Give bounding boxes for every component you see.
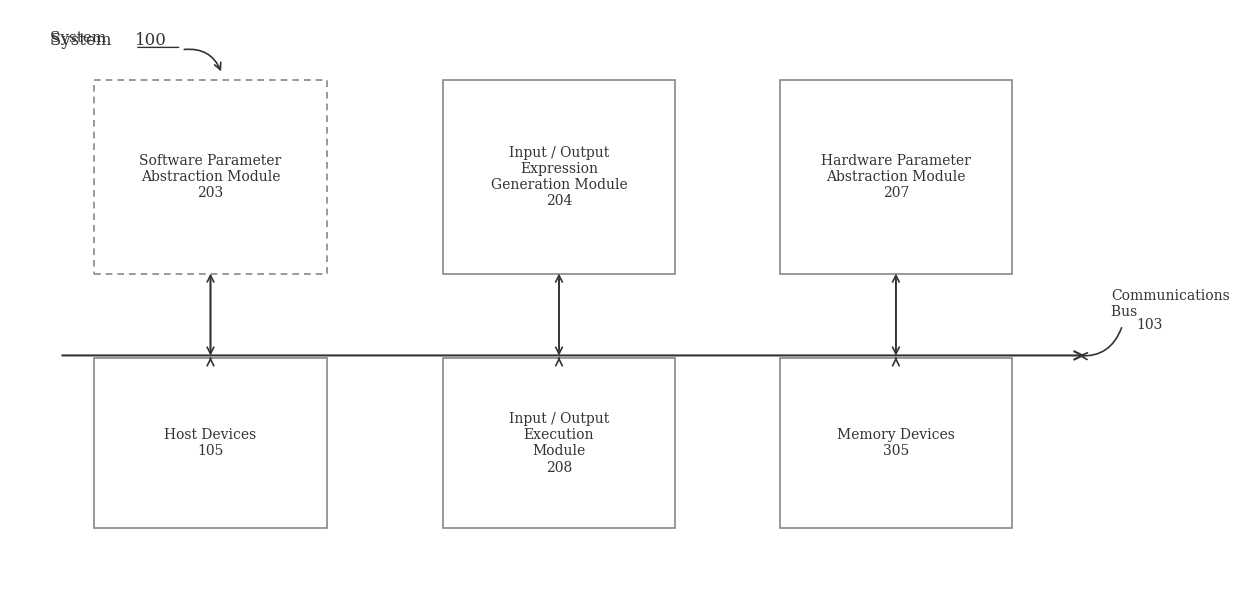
Text: 103: 103 (1136, 318, 1163, 332)
FancyBboxPatch shape (780, 80, 1012, 274)
FancyBboxPatch shape (443, 80, 676, 274)
FancyBboxPatch shape (94, 359, 326, 528)
FancyBboxPatch shape (443, 359, 676, 528)
Text: System: System (50, 30, 112, 45)
Text: Input / Output
Execution
Module
208: Input / Output Execution Module 208 (508, 412, 609, 474)
Text: Hardware Parameter
Abstraction Module
207: Hardware Parameter Abstraction Module 20… (821, 154, 971, 200)
FancyBboxPatch shape (94, 80, 326, 274)
Text: 100: 100 (135, 32, 167, 49)
Text: Input / Output
Expression
Generation Module
204: Input / Output Expression Generation Mod… (491, 145, 627, 208)
Text: Host Devices
105: Host Devices 105 (165, 428, 257, 458)
FancyBboxPatch shape (780, 359, 1012, 528)
Text: Software Parameter
Abstraction Module
203: Software Parameter Abstraction Module 20… (139, 154, 281, 200)
Text: Memory Devices
305: Memory Devices 305 (837, 428, 955, 458)
Text: Communications
Bus: Communications Bus (1111, 289, 1230, 319)
Text: System: System (50, 32, 117, 49)
